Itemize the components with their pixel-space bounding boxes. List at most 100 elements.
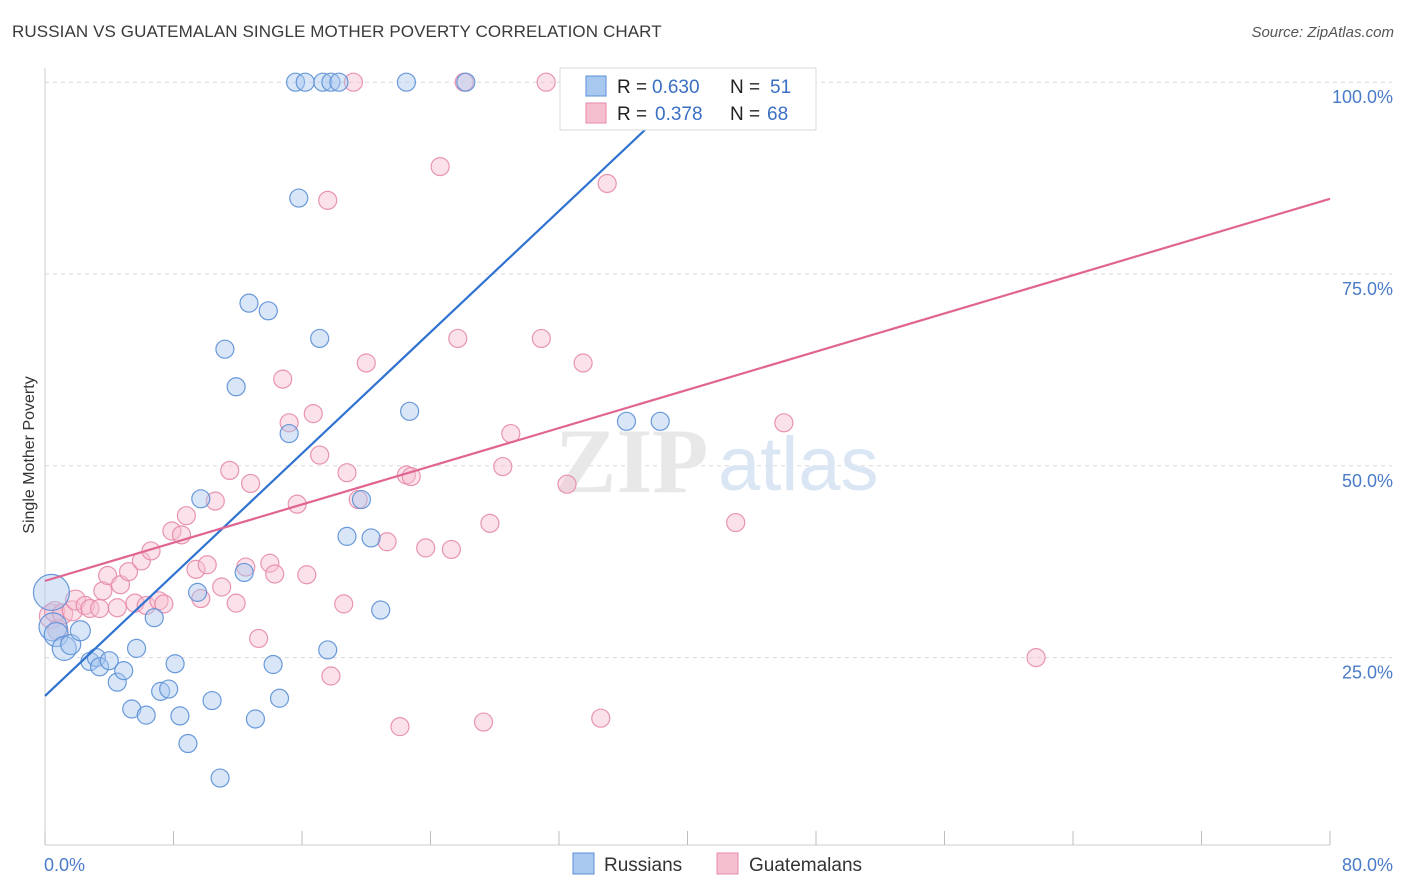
guatemalans-point [377,532,397,552]
y-tick-label: 75.0% [1342,279,1393,299]
russians-point [226,377,246,397]
russians-point [329,72,349,92]
guatemalans-point [162,521,182,541]
legend-r-value-russians: 0.630 [652,77,700,98]
y-tick-label: 25.0% [1342,663,1393,683]
guatemalans-point [93,581,113,601]
guatemalans-point [226,593,246,613]
guatemalans-point [390,717,410,737]
russians-point [202,690,222,711]
russians-point [32,573,71,611]
axes [44,68,1331,846]
russians-trend-line [44,79,698,697]
guatemalans-point [176,506,196,526]
grid-lines [45,81,1392,659]
guatemalans-trend-line [44,197,1331,582]
legend-swatch-guatemalans [585,102,607,124]
bottom-legend: Russians Guatemalans [572,852,862,876]
guatemalans-point [430,156,450,177]
guatemalans-point [205,491,225,511]
russians-point [90,657,110,677]
russians-point [313,72,333,92]
russians-point [144,608,164,628]
russians-point [151,681,171,701]
russians-point [136,705,156,725]
watermark-zip: ZIP [555,410,708,512]
guatemalans-point [186,559,206,579]
bottom-legend-russians: Russians [604,855,682,876]
chart-source: Source: ZipAtlas.com [1251,24,1394,41]
guatemalans-point [154,594,174,614]
guatemalans-point [493,456,513,477]
guatemalans-point [448,328,468,349]
guatemalans-point [212,577,232,597]
guatemalans-point [44,600,66,623]
russians-point [215,339,235,359]
guatemalans-point [241,473,261,494]
russians-point [318,640,338,660]
trend-lines [44,79,1331,697]
russians-point [114,661,134,681]
guatemalans-point [118,562,139,582]
russians-point [258,301,278,321]
russians-point [400,401,420,421]
guatemalans-point [310,445,330,465]
guatemalans-point [197,555,217,575]
guatemalans-point [480,513,500,533]
chart-title: RUSSIAN VS GUATEMALAN SINGLE MOTHER POVE… [12,22,662,41]
legend-box: R = 0.630 N = 51 R = 0.378 N = 68 [559,67,817,131]
russians-point [371,600,391,620]
guatemalans-point [416,538,436,558]
guatemalans-point [297,565,317,585]
russians-point [361,528,381,548]
russians-point [99,651,119,671]
guatemalans-point [726,512,746,533]
russians-point [165,654,185,674]
guatemalans-point [80,598,100,619]
legend-r-label-russians: R = [617,77,647,98]
guatemalans-point [356,353,376,373]
guatemalans-point [273,369,293,389]
bottom-legend-swatch-russians [572,852,595,875]
legend-n-value-guatemalans: 68 [767,104,788,125]
russians-point [178,733,198,754]
guatemalans-point [401,466,421,487]
legend-n-label-russians: N = [730,77,760,98]
y-tick-label: 100.0% [1332,87,1393,107]
guatemalans-point [591,708,611,728]
russians-point [279,423,299,444]
guatemalans-point [249,628,269,649]
guatemalans-point [318,190,338,210]
russians-point [285,72,306,92]
watermark: ZIP atlas [555,410,879,512]
russians-point [234,562,254,583]
guatemalans-point [303,404,323,424]
russians-point [210,768,230,788]
guatemalans-point [220,460,240,481]
guatemalans-point [473,712,494,732]
guatemalans-point [279,413,299,433]
guatemalans-point [536,72,556,92]
x-tick-labels: 0.0% 80.0% [44,855,1393,875]
russians-point [263,654,283,675]
russians-point [159,679,179,699]
russians-point [187,582,208,602]
guatemalans-point [337,463,357,483]
guatemalans-point [90,598,110,619]
guatemalans-point [597,173,617,194]
russians-point [170,706,190,726]
guatemalans-point [573,353,593,373]
russians-point [107,672,127,692]
russians-point [126,638,147,658]
russians-point [650,411,670,431]
russians-point [69,620,91,642]
legend-n-label-guatemalans: N = [730,104,760,125]
russians-point [396,72,417,92]
watermark-atlas: atlas [718,422,879,507]
russians-point [122,699,142,719]
russians-point [289,188,309,208]
russians-point [38,612,68,642]
russians-point [351,489,372,510]
guatemalans-points [38,72,1046,737]
